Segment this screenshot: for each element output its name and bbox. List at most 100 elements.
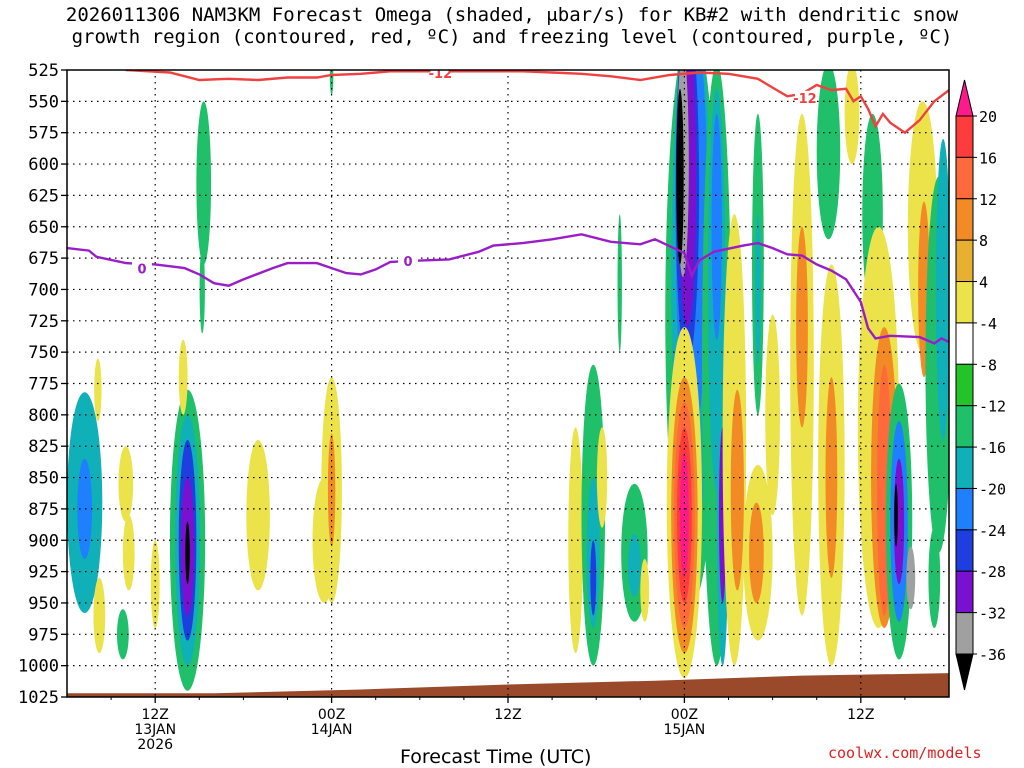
omega-cell — [94, 358, 102, 422]
freezing-level-contour — [67, 233, 949, 345]
omega-cell — [118, 446, 134, 522]
omega-cell — [617, 214, 622, 353]
colorbar-label: 4 — [979, 274, 988, 292]
y-tick-label: 800 — [28, 406, 59, 426]
omega-cell — [894, 483, 898, 547]
credit-text[interactable]: coolwx.com/models — [828, 744, 982, 762]
contour-lines: 0 0 -12 -12 — [67, 67, 949, 345]
y-tick-label: 575 — [28, 124, 59, 144]
omega-cell — [77, 458, 92, 560]
y-tick-label: 725 — [28, 312, 59, 332]
colorbar-segment — [955, 612, 974, 655]
x-tick-label: 12Z — [847, 707, 874, 723]
dgz-label-bg — [430, 70, 451, 80]
x-tick-date: 15JAN — [664, 722, 706, 738]
colorbar-label: -16 — [979, 439, 1006, 457]
x-tick-label: 00Z — [671, 707, 698, 723]
y-tick-label: 850 — [28, 469, 59, 489]
x-tick-year: 2026 — [137, 737, 173, 753]
freezing-level-label: 0 — [137, 262, 146, 277]
y-tick-label: 700 — [28, 280, 59, 300]
omega-cell — [196, 101, 212, 265]
x-tick-label: 12Z — [494, 707, 521, 723]
omega-cell — [568, 427, 583, 654]
colorbar-bottom-arrow — [955, 653, 974, 691]
colorbar-segment — [955, 239, 974, 283]
omega-cell — [825, 377, 838, 578]
colorbar: 20 16 12 8 4 -4 -8 -12 -16 -20 -24 -28 -32 -36 — [955, 79, 1006, 691]
omega-cell — [150, 540, 160, 629]
colorbar-label: 16 — [979, 149, 997, 167]
omega-cell — [844, 70, 860, 165]
colorbar-segment — [955, 446, 974, 489]
omega-cell — [199, 245, 205, 334]
colorbar-top-arrow — [955, 79, 974, 117]
chart-title: 2026011306 NAM3KM Forecast Omega (shaded… — [0, 4, 1024, 48]
colorbar-label: -8 — [979, 356, 997, 374]
omega-cell — [116, 609, 129, 660]
y-tick-label: 750 — [28, 343, 59, 363]
y-tick-label: 875 — [28, 500, 59, 520]
colorbar-label: 12 — [979, 191, 997, 209]
x-axis-label: Forecast Time (UTC) — [400, 746, 592, 768]
omega-cell — [906, 546, 916, 610]
terrain-layer — [67, 673, 949, 697]
omega-cell — [178, 339, 188, 415]
omega-cell — [246, 439, 270, 591]
colorbar-label: 8 — [979, 232, 988, 250]
omega-shading-layer — [67, 70, 949, 691]
colorbar-label: -24 — [979, 522, 1006, 540]
y-tick-label: 550 — [28, 92, 59, 112]
omega-cell — [816, 70, 841, 240]
x-tick-date: 13JAN — [134, 722, 176, 738]
omega-cell — [640, 559, 650, 622]
colorbar-segment — [955, 570, 974, 614]
colorbar-segment — [955, 156, 974, 200]
colorbar-label: -32 — [979, 605, 1006, 623]
omega-cell — [627, 533, 642, 597]
colorbar-label: -28 — [979, 563, 1006, 581]
y-tick-label: 625 — [28, 186, 59, 206]
dgz-label: -12 — [793, 92, 817, 107]
y-tick-label: 925 — [28, 563, 59, 583]
x-tick-label: 12Z — [141, 707, 168, 723]
dgz-minus12-contour — [125, 70, 949, 135]
title-line-2: growth region (contoured, red, ºC) and f… — [71, 26, 953, 48]
colorbar-segment — [955, 487, 974, 531]
terrain-fill — [67, 673, 949, 697]
colorbar-segment — [955, 405, 974, 448]
omega-cell — [711, 113, 722, 340]
omega-cell — [185, 521, 190, 585]
y-tick-label: 675 — [28, 249, 59, 269]
colorbar-label: -20 — [979, 480, 1006, 498]
y-tick-label: 600 — [28, 155, 59, 175]
omega-cell — [928, 527, 941, 629]
dgz-label-bg — [794, 90, 815, 105]
omega-cell — [93, 577, 106, 654]
colorbar-segment — [955, 281, 974, 324]
y-tick-label: 525 — [28, 61, 59, 81]
colorbar-label: -36 — [979, 646, 1006, 664]
colorbar-label: -4 — [979, 315, 997, 333]
omega-cell — [590, 540, 597, 616]
omega-cell — [796, 226, 808, 428]
y-tick-label: 975 — [28, 625, 59, 645]
colorbar-segment — [955, 322, 974, 365]
freezing-level-label-bg — [398, 253, 419, 268]
colorbar-segment — [955, 363, 974, 407]
y-tick-label: 900 — [28, 531, 59, 551]
colorbar-label: -12 — [979, 398, 1006, 416]
omega-cell — [749, 502, 764, 603]
omega-cell — [730, 389, 744, 591]
colorbar-segment — [955, 529, 974, 572]
colorbar-segment — [955, 115, 974, 158]
y-tick-label: 1000 — [18, 657, 59, 677]
colorbar-segment — [955, 198, 974, 241]
dgz-label: -12 — [429, 67, 453, 82]
colorbar-label: 20 — [979, 108, 997, 126]
title-line-1: 2026011306 NAM3KM Forecast Omega (shaded… — [65, 4, 959, 26]
gridlines — [67, 70, 949, 697]
y-tick-label: 950 — [28, 594, 59, 614]
y-tick-label: 775 — [28, 375, 59, 395]
